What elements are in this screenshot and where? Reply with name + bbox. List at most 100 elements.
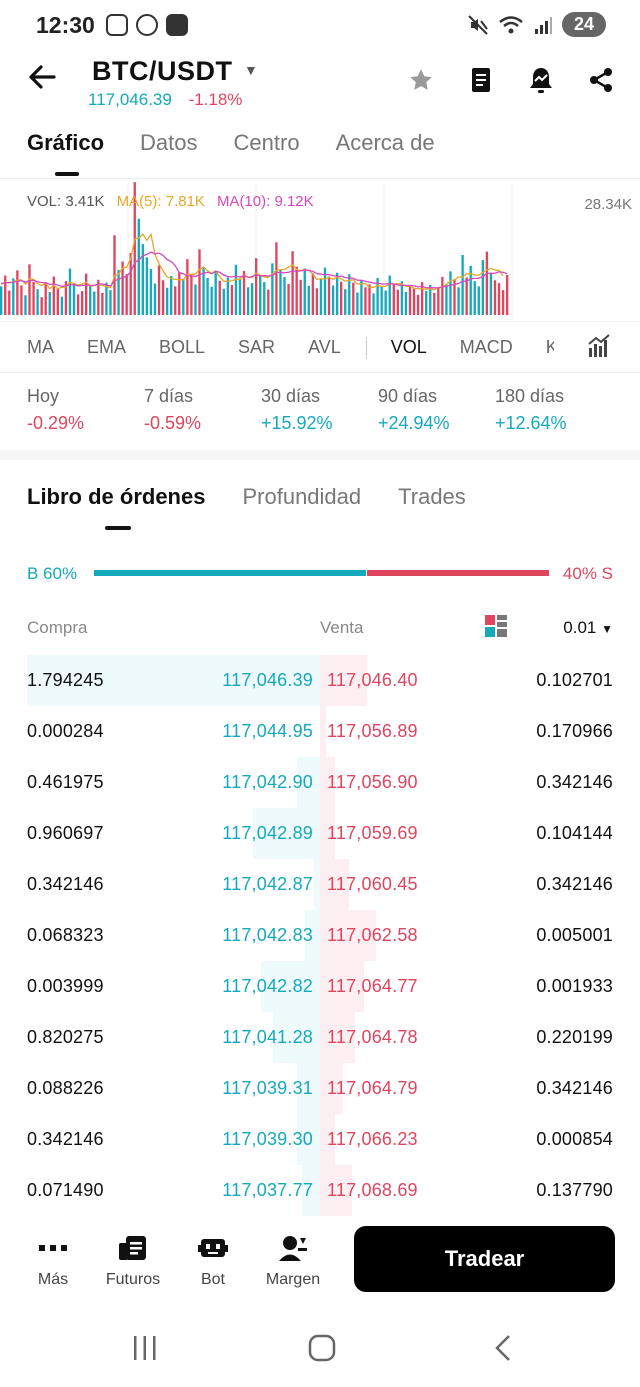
tab-profundidad[interactable]: Profundidad [242, 484, 362, 509]
bid-depth-bar [296, 757, 320, 808]
orderbook-row[interactable]: 0.000284 117,044.95 117,056.89 0.170966 [0, 706, 640, 757]
arrow-left-icon [29, 65, 56, 89]
volume-bar [194, 284, 197, 315]
bid-price[interactable]: 117,039.31 [222, 1078, 313, 1098]
volume-bar [299, 279, 302, 315]
home-icon[interactable] [308, 1334, 336, 1367]
ask-quantity: 0.001933 [536, 976, 613, 996]
orderbook-row[interactable]: 0.342146 117,042.87 117,060.45 0.342146 [0, 859, 640, 910]
indicator-kdj[interactable]: KDJ [545, 337, 554, 357]
layout-toggle-icon[interactable] [484, 614, 508, 638]
ask-price[interactable]: 117,059.69 [327, 823, 418, 843]
bid-price[interactable]: 117,042.90 [222, 772, 313, 792]
volume-chart[interactable]: VOL: 3.41K MA(5): 7.81K MA(10): 9.12K 28… [0, 182, 640, 320]
bid-quantity: 0.088226 [27, 1078, 104, 1098]
tab-trades[interactable]: Trades [398, 484, 466, 509]
bid-price[interactable]: 117,037.77 [222, 1180, 313, 1200]
ask-depth-bar [320, 1165, 353, 1216]
bottom-item-mas[interactable]: Más [13, 1234, 93, 1289]
volume-bar [392, 283, 395, 315]
caret-down-icon[interactable]: ▼ [244, 62, 258, 78]
volume-bar [505, 275, 509, 315]
bottom-item-bot[interactable]: Bot [173, 1234, 253, 1289]
indicator-vol[interactable]: VOL [390, 337, 427, 357]
orderbook-row[interactable]: 0.068323 117,042.83 117,062.58 0.005001 [0, 910, 640, 961]
back-nav-icon[interactable] [490, 1334, 518, 1367]
indicator-settings-icon[interactable] [588, 334, 610, 358]
ask-price[interactable]: 117,062.58 [327, 925, 418, 945]
volume-bar [263, 282, 266, 315]
ask-quantity: 0.137790 [536, 1180, 613, 1200]
bid-price[interactable]: 117,042.87 [222, 874, 313, 894]
bid-price[interactable]: 117,042.82 [222, 976, 313, 996]
ask-price[interactable]: 117,046.40 [327, 670, 418, 690]
orderbook-row[interactable]: 0.071490 117,037.77 117,068.69 0.137790 [0, 1165, 640, 1216]
ask-price[interactable]: 117,064.79 [327, 1078, 418, 1098]
ask-quantity: 0.102701 [536, 670, 613, 690]
indicator-bar: MA EMA BOLL SAR AVL VOL MACD KDJ [0, 321, 640, 373]
bottom-item-futuros[interactable]: Futuros [93, 1234, 173, 1289]
indicator-ema[interactable]: EMA [87, 337, 127, 357]
tab-grafico[interactable]: Gráfico [27, 130, 105, 176]
tab-datos[interactable]: Datos [140, 130, 198, 155]
indicator-boll[interactable]: BOLL [159, 337, 206, 357]
trade-button[interactable]: Tradear [354, 1226, 615, 1292]
ask-price[interactable]: 117,064.77 [327, 976, 418, 996]
ask-price[interactable]: 117,064.78 [327, 1027, 418, 1047]
pair-title[interactable]: BTC/USDT [92, 56, 233, 86]
volume-bar [48, 292, 51, 315]
futures-icon [93, 1234, 173, 1262]
volume-bar [291, 251, 294, 315]
bid-price[interactable]: 117,039.30 [222, 1129, 313, 1149]
orderbook-row[interactable]: 0.461975 117,042.90 117,056.90 0.342146 [0, 757, 640, 808]
ask-price[interactable]: 117,068.69 [327, 1180, 418, 1200]
volume-bar [250, 283, 254, 315]
tab-centro[interactable]: Centro [233, 130, 300, 155]
ask-price[interactable]: 117,056.89 [327, 721, 418, 741]
tabs-divider [0, 178, 640, 179]
orderbook-row[interactable]: 0.088226 117,039.31 117,064.79 0.342146 [0, 1063, 640, 1114]
back-button[interactable] [28, 62, 56, 99]
bid-price[interactable]: 117,042.83 [222, 925, 313, 945]
precision-select[interactable]: 0.01 ▼ [563, 618, 613, 638]
bid-quantity: 0.068323 [27, 925, 104, 945]
indicator-avl[interactable]: AVL [308, 337, 341, 357]
orderbook-row[interactable]: 0.960697 117,042.89 117,059.69 0.104144 [0, 808, 640, 859]
volume-bar [157, 265, 161, 315]
indicator-macd[interactable]: MACD [459, 337, 513, 357]
ask-price[interactable]: 117,056.90 [327, 772, 418, 792]
share-icon[interactable] [588, 66, 614, 94]
bid-price[interactable]: 117,041.28 [222, 1027, 313, 1047]
orderbook-row[interactable]: 0.820275 117,041.28 117,064.78 0.220199 [0, 1012, 640, 1063]
ask-price[interactable]: 117,066.23 [327, 1129, 418, 1149]
buy-sell-ratio: B 60% 40% S [27, 562, 613, 586]
bid-price[interactable]: 117,046.39 [222, 670, 313, 690]
star-icon[interactable] [408, 66, 434, 94]
orderbook-row[interactable]: 0.003999 117,042.82 117,064.77 0.001933 [0, 961, 640, 1012]
indicator-ma[interactable]: MA [27, 337, 54, 357]
ask-depth-bar [320, 1063, 344, 1114]
ask-price[interactable]: 117,060.45 [327, 874, 418, 894]
indicator-sar[interactable]: SAR [238, 337, 276, 357]
tab-libro-ordenes[interactable]: Libro de órdenes [27, 484, 206, 530]
tab-acerca[interactable]: Acerca de [335, 130, 435, 155]
volume-bar [364, 287, 367, 315]
bottom-action-bar: Más Futuros Bot Margen Tradear [0, 1226, 640, 1296]
volume-bar [493, 280, 497, 315]
volume-bar [267, 289, 270, 315]
volume-bar [60, 296, 64, 315]
sell-column-header: Venta [320, 618, 364, 637]
orderbook-row[interactable]: 1.794245 117,046.39 117,046.40 0.102701 [0, 655, 640, 706]
legend-vol: VOL: 3.41K [27, 193, 105, 210]
system-nav-bar [0, 1318, 640, 1378]
volume-bar [133, 182, 136, 315]
bid-price[interactable]: 117,044.95 [222, 721, 313, 741]
notebook-icon[interactable] [468, 66, 494, 94]
bottom-item-margen[interactable]: Margen [253, 1234, 333, 1289]
volume-bar [230, 284, 234, 315]
bid-price[interactable]: 117,042.89 [222, 823, 313, 843]
price-alert-icon[interactable] [528, 66, 554, 94]
volume-bar [275, 242, 278, 315]
recent-apps-icon[interactable] [131, 1334, 159, 1367]
orderbook-row[interactable]: 0.342146 117,039.30 117,066.23 0.000854 [0, 1114, 640, 1165]
